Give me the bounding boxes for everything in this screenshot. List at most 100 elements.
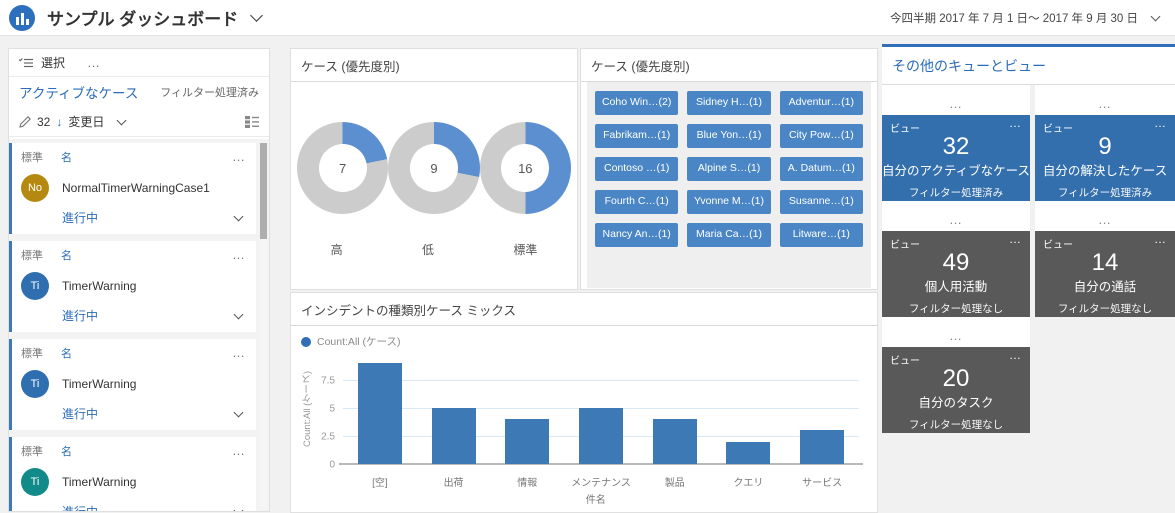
case-item-footer: 進行中 <box>21 503 246 511</box>
sort-descending-icon[interactable]: ↓ <box>56 114 63 129</box>
tile-menu-button[interactable]: … <box>949 212 963 227</box>
gridline <box>343 380 859 381</box>
case-name-column-label: 名 <box>61 250 72 262</box>
tile-filter-status: フィルター処理済み <box>1057 187 1153 199</box>
tag-button[interactable]: Contoso …(1) <box>595 157 679 181</box>
case-name: NormalTimerWarningCase1 <box>62 181 210 195</box>
case-item-more-button[interactable]: … <box>232 345 246 360</box>
chevron-down-icon[interactable] <box>233 211 244 222</box>
tag-button[interactable]: Fourth C…(1) <box>595 190 679 214</box>
tile-count: 49 <box>942 249 970 276</box>
y-tick-label: 0 <box>329 459 335 471</box>
tile-group: … ビュー … 14 自分の通話 フィルター処理なし <box>1035 201 1175 317</box>
tile-more-button[interactable]: … <box>1009 116 1023 130</box>
tile-menu-button[interactable]: … <box>1098 96 1112 111</box>
tile-name: 自分のアクティブなケース <box>882 164 1031 178</box>
bar-chart-legend: Count:All (ケース) <box>291 326 877 349</box>
view-title-link[interactable]: アクティブなケース <box>19 86 139 101</box>
tile-menu-button[interactable]: … <box>949 96 963 111</box>
queue-view-tile[interactable]: ビュー … 32 自分のアクティブなケース フィルター処理済み <box>882 115 1031 201</box>
queue-view-tile[interactable]: ビュー … 14 自分の通話 フィルター処理なし <box>1035 231 1175 317</box>
case-item-footer: 進行中 <box>21 405 246 422</box>
case-item-more-button[interactable]: … <box>232 149 246 164</box>
case-list-item[interactable]: 標準 名 … Ti TimerWarning 進行中 <box>9 339 256 430</box>
chevron-down-icon[interactable] <box>233 309 244 320</box>
chevron-down-icon[interactable] <box>233 505 244 511</box>
bar[interactable] <box>431 408 476 464</box>
tag-button[interactable]: Blue Yon…(1) <box>687 124 771 148</box>
tag-button[interactable]: Alpine S…(1) <box>687 157 771 181</box>
tag-button[interactable]: A. Datum…(1) <box>779 157 863 181</box>
list-more-button[interactable]: … <box>87 54 102 70</box>
tile-more-button[interactable]: … <box>1154 232 1167 246</box>
tile-menu-button[interactable]: … <box>949 328 963 343</box>
tag-button[interactable]: Maria Ca…(1) <box>687 223 771 247</box>
tile-more-button[interactable]: … <box>1009 348 1023 362</box>
donut-chart[interactable]: 16 <box>479 122 571 214</box>
card-view-icon[interactable] <box>245 115 259 128</box>
case-priority-label: 標準 <box>21 152 43 164</box>
donut-chart[interactable]: 7 <box>297 122 389 214</box>
case-status-link[interactable]: 進行中 <box>62 309 99 323</box>
tile-count: 9 <box>1098 133 1112 160</box>
pencil-icon[interactable] <box>19 115 31 128</box>
select-label[interactable]: 選択 <box>41 56 66 70</box>
tag-button[interactable]: Adventur…(1) <box>779 91 863 115</box>
tag-button[interactable]: Sidney H…(1) <box>687 91 771 115</box>
donut-chart[interactable]: 9 <box>388 122 480 214</box>
case-avatar: Ti <box>21 468 49 496</box>
case-status-link[interactable]: 進行中 <box>62 211 99 225</box>
bar[interactable] <box>726 441 771 464</box>
tile-more-button[interactable]: … <box>1009 232 1023 246</box>
case-list-item[interactable]: 標準 名 … Ti TimerWarning 進行中 <box>9 437 256 511</box>
tile-group: … ビュー … 49 個人用活動 フィルター処理なし <box>882 201 1031 317</box>
date-range-chevron-icon[interactable] <box>1150 11 1161 21</box>
tag-button[interactable]: Yvonne M…(1) <box>687 190 771 214</box>
tile-count: 32 <box>942 133 970 160</box>
bar[interactable] <box>505 419 550 464</box>
sort-field-chevron-icon[interactable] <box>116 115 127 125</box>
queue-view-tile[interactable]: ビュー … 20 自分のタスク フィルター処理なし <box>882 347 1031 433</box>
queues-column-2: … ビュー … 9 自分の解決したケース フィルター処理済み … ビュー … 14 自分の通話 フィル… <box>1035 85 1175 433</box>
case-list-scrollbar[interactable] <box>260 143 267 509</box>
donut-hole: 16 <box>501 144 550 192</box>
case-status-link[interactable]: 進行中 <box>62 503 98 511</box>
bar[interactable] <box>357 363 402 464</box>
donut-label: 低 <box>421 243 434 257</box>
queue-view-tile[interactable]: ビュー … 9 自分の解決したケース フィルター処理済み <box>1035 115 1175 201</box>
case-status-link[interactable]: 進行中 <box>62 407 99 421</box>
tile-group: … ビュー … 9 自分の解決したケース フィルター処理済み <box>1035 85 1175 201</box>
queues-panel-title: その他のキューとビュー <box>882 44 1175 85</box>
tile-menu-button[interactable]: … <box>1098 212 1112 227</box>
queue-view-tile[interactable]: ビュー … 49 個人用活動 フィルター処理なし <box>882 231 1031 317</box>
case-list-item[interactable]: 標準 名 … No NormalTimerWarningCase1 進行中 <box>9 143 256 234</box>
tag-button[interactable]: Litware…(1) <box>779 223 863 247</box>
tag-button[interactable]: City Pow…(1) <box>779 124 863 148</box>
case-item-body: No NormalTimerWarningCase1 <box>21 174 246 202</box>
tile-more-button[interactable]: … <box>1154 116 1167 130</box>
tile-filter-status: フィルター処理なし <box>1057 303 1153 315</box>
list-select-icon[interactable] <box>19 57 33 69</box>
tile-count: 20 <box>942 365 970 392</box>
y-tick-label: 7.5 <box>321 375 335 387</box>
case-item-more-button[interactable]: … <box>232 247 246 262</box>
tag-card-title: ケース (優先度別) <box>581 49 877 82</box>
tag-button[interactable]: Susanne…(1) <box>779 190 863 214</box>
tile-filter-status: フィルター処理済み <box>908 187 1004 199</box>
donut-label-row: 高 低 標準 <box>291 241 577 258</box>
bar[interactable] <box>652 419 697 464</box>
sort-field-label[interactable]: 変更日 <box>68 115 105 129</box>
dashboard-selector-chevron-icon[interactable] <box>250 9 264 22</box>
tag-button[interactable]: Coho Win…(2) <box>595 91 679 115</box>
case-item-more-button[interactable]: … <box>232 443 246 458</box>
cases-by-priority-donut-card: ケース (優先度別) 7 9 16 高 低 標準 <box>290 48 578 290</box>
bar[interactable] <box>800 430 845 464</box>
bar[interactable] <box>579 408 623 464</box>
x-tick-label: [空] <box>372 478 388 489</box>
chevron-down-icon[interactable] <box>233 407 244 418</box>
scrollbar-thumb[interactable] <box>260 143 267 239</box>
tag-button[interactable]: Nancy An…(1) <box>595 223 679 247</box>
x-tick-label: クエリ <box>733 478 764 489</box>
tag-button[interactable]: Fabrikam…(1) <box>595 124 679 148</box>
case-list-item[interactable]: 標準 名 … Ti TimerWarning 進行中 <box>9 241 256 332</box>
